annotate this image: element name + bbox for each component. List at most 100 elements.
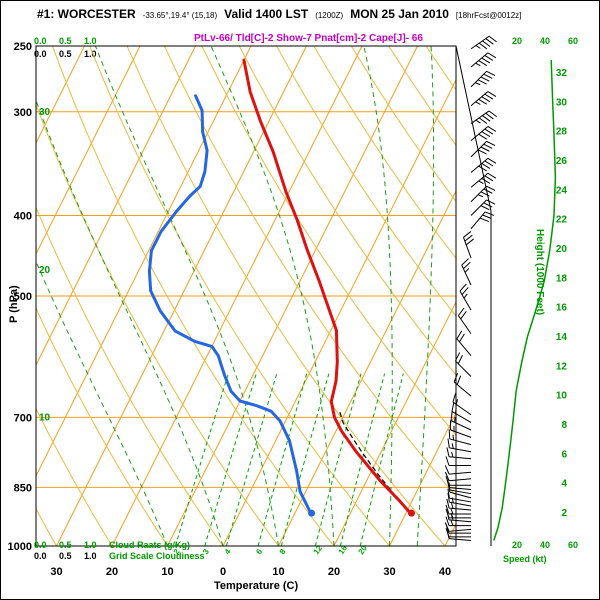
speed-curve [493, 60, 557, 541]
height-tick-label: 32 [556, 68, 568, 79]
moist-adiabat-line [416, 46, 435, 546]
temp-tick-label: 40 [439, 566, 451, 578]
wind-barb-feather [487, 172, 497, 179]
dry-adiabat-line [36, 407, 113, 546]
wind-barb-halffeather [451, 503, 454, 509]
dry-adiabat-line [501, 46, 600, 546]
wind-barb-halffeather [452, 434, 455, 441]
wind-barb-feather [483, 202, 493, 208]
wind-barb-feather [486, 140, 496, 147]
wind-barb-feather [478, 133, 488, 140]
wind-barb-feather [465, 238, 474, 246]
cloud-scale-bot-black-1: 0.5 [59, 551, 72, 561]
height-tick-label: 6 [561, 449, 567, 460]
wind-barb-feather [444, 471, 450, 481]
temp-tick-label: 30 [383, 566, 395, 578]
mixing-ratio-label: 2 [172, 547, 182, 556]
title-row: #1: WORCESTER -33.65°,19.4° (15,18) Vali… [37, 7, 521, 21]
wind-barb-feather [487, 126, 497, 132]
wind-barb-feather [477, 79, 487, 85]
wind-barb-feather [444, 465, 450, 475]
wind-barb-feather [488, 110, 497, 118]
dry-adiabat-line [576, 46, 600, 546]
wind-barb-feather [457, 355, 463, 364]
pressure-tick-label: 400 [14, 211, 32, 223]
wind-barb-feather [463, 261, 471, 270]
dry-adiabat-line [538, 46, 600, 546]
grid-layer [36, 46, 600, 546]
speed-tick-bot-40: 40 [540, 540, 551, 550]
wind-barb-halffeather [455, 399, 458, 405]
speed-axis-label: Speed (kt) [503, 554, 547, 564]
isotherm-line [36, 46, 85, 145]
cloud-scale-bot-green-0: 0.0 [34, 540, 47, 550]
dry-adiabat-line [51, 46, 335, 546]
temp-tick-label: 30 [50, 566, 62, 578]
wind-barb-feather [460, 310, 467, 320]
forecast-note: [18hrFcst@0012z] [455, 11, 522, 20]
wind-barb-staff [449, 478, 472, 482]
plot-border [35, 45, 457, 547]
moist-adiabat-line [210, 46, 335, 546]
wind-barb-feather [481, 131, 491, 138]
wind-barb-halffeather [478, 180, 484, 184]
wind-barb-feather [450, 411, 453, 421]
wind-barb-staff [449, 487, 472, 490]
wind-barb-feather [487, 157, 497, 164]
wind-barb-feather [451, 402, 455, 412]
wind-barb-halffeather [454, 408, 457, 414]
wind-barb-halffeather [475, 82, 481, 86]
wind-barb-feather [486, 70, 496, 77]
wind-barb-staff [463, 237, 472, 259]
wind-barb-feather [445, 508, 450, 519]
cloud-scale-top-green-1: 0.5 [59, 36, 72, 46]
wind-barb-staff [470, 35, 490, 50]
height-tick-label: 8 [561, 420, 567, 431]
wind-barb-staff [449, 471, 472, 475]
wind-barb-feather [484, 55, 494, 61]
mixing-ratio-line [204, 373, 257, 546]
wind-barb-column [444, 35, 497, 542]
wind-barb-feather [484, 175, 494, 182]
wind-barb-feather [478, 98, 488, 105]
isotherm-line [444, 522, 456, 546]
height-tick-label: 16 [556, 303, 568, 314]
wind-barb-feather [480, 146, 490, 152]
wind-barb-feather [483, 73, 493, 79]
wind-barb-halffeather [475, 119, 481, 124]
height-tick-label: 28 [556, 127, 568, 138]
temp-tick-label: 10 [272, 566, 284, 578]
wind-barb-feather [484, 160, 494, 167]
height-tick-label: 30 [556, 97, 568, 108]
wind-barb-halffeather [451, 443, 454, 449]
cloud-scale-top-black-0: 0.0 [34, 49, 47, 59]
cloud-scale-bot-green-2: 1.0 [84, 540, 97, 550]
station-id: #1: WORCESTER [37, 7, 136, 21]
wind-barb-feather [481, 177, 491, 184]
mixing-ratio-label: 4 [223, 547, 233, 556]
height-tick-label: 14 [556, 332, 568, 343]
wind-barb-feather [483, 143, 493, 149]
wind-barb-feather [447, 492, 450, 503]
mixing-ratio-label: 12 [312, 543, 325, 556]
speed-tick-top-60: 60 [568, 36, 579, 46]
left-height-mark: 20 [39, 265, 51, 276]
wind-barb-feather [486, 199, 496, 205]
wind-barb-staff [461, 264, 472, 286]
pressure-tick-label: 1000 [8, 541, 32, 553]
wind-barb-feather [461, 287, 469, 295]
wind-barb-staff [459, 290, 472, 311]
valid-utc: (1200Z) [315, 11, 344, 20]
valid-time: Valid 1400 LST [224, 7, 309, 21]
wind-barb-feather [480, 76, 490, 82]
wind-barb-feather [478, 165, 488, 172]
cloud-scale-bot-black-2: 1.0 [84, 551, 97, 561]
wind-barb-feather [461, 258, 469, 266]
wind-barb-staff [453, 381, 472, 397]
pressure-tick-label: 850 [14, 482, 32, 494]
pressure-tick-label: 300 [14, 107, 32, 119]
speed-tick-bot-60: 60 [568, 540, 579, 550]
wind-barb-feather [484, 211, 495, 216]
mixing-ratio-line [314, 373, 362, 546]
